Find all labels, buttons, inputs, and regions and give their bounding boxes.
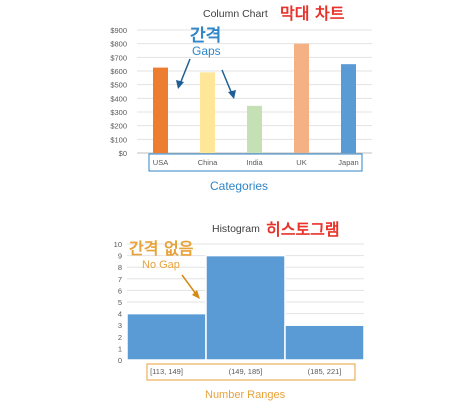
x-tick-label: Japan: [338, 158, 358, 167]
y-tick-label: $700: [110, 53, 127, 62]
y-tick-label: 10: [114, 240, 122, 249]
x-tick-label: USA: [153, 158, 168, 167]
bar: [294, 43, 309, 153]
histogram-chart: Histogram 히스토그램 0 1 2 3 4 5 6 7 8 9 10 [113, 149] (…: [114, 220, 365, 401]
histogram-x-ticks: [113, 149] (149, 185] (185, 221]: [150, 367, 341, 376]
y-tick-label: 3: [118, 321, 122, 330]
gap-arrow-right: [221, 69, 233, 95]
y-tick-label: $200: [110, 122, 127, 131]
histogram-korean-title: 히스토그램: [266, 220, 340, 239]
gap-arrow-left: [179, 58, 191, 85]
histogram-y-ticks: 0 1 2 3 4 5 6 7 8 9 10: [114, 240, 122, 365]
column-chart-gridlines: [137, 29, 372, 154]
y-tick-label: 0: [118, 356, 122, 365]
x-tick-label: India: [246, 158, 263, 167]
no-gap-annotation: No Gap: [142, 259, 180, 271]
y-tick-label: 8: [118, 263, 122, 272]
y-tick-label: $600: [110, 67, 127, 76]
y-tick-label: 6: [118, 286, 122, 295]
no-gap-arrow: [181, 274, 197, 295]
histogram-title: Histogram: [212, 223, 260, 235]
y-tick-label: 9: [118, 252, 122, 261]
y-tick-label: $800: [110, 40, 127, 49]
histogram-bin: [126, 312, 207, 361]
x-tick-label: (149, 185]: [229, 367, 263, 376]
x-tick-label: [113, 149]: [150, 367, 183, 376]
histogram-bin: [284, 324, 365, 361]
histogram-bin: [205, 254, 286, 361]
x-tick-label: China: [198, 158, 218, 167]
y-tick-label: $400: [110, 94, 127, 103]
y-tick-label: $100: [110, 135, 127, 144]
gaps-korean-annotation: 간격: [190, 26, 221, 46]
y-tick-label: $300: [110, 108, 127, 117]
y-tick-label: $900: [110, 26, 127, 35]
y-tick-label: $0: [119, 149, 127, 158]
categories-highlight-box: [148, 153, 363, 172]
x-tick-label: (185, 221]: [308, 367, 342, 376]
y-tick-label: $500: [110, 81, 127, 90]
y-tick-label: 2: [118, 333, 122, 342]
y-tick-label: 5: [118, 298, 122, 307]
gaps-annotation: Gaps: [192, 44, 221, 58]
column-chart-title: Column Chart: [203, 8, 268, 20]
bar: [341, 64, 356, 153]
y-tick-label: 4: [118, 310, 122, 319]
categories-label: Categories: [210, 179, 268, 193]
x-tick-label: UK: [296, 158, 306, 167]
column-chart-korean-title: 막대 차트: [280, 4, 345, 23]
number-ranges-highlight-box: [146, 363, 356, 381]
bar: [153, 67, 168, 153]
column-chart-x-ticks: USA China India UK Japan: [153, 158, 359, 167]
y-tick-label: 7: [118, 275, 122, 284]
no-gap-arrow-head: [192, 290, 200, 299]
bar: [200, 72, 215, 153]
column-chart: Column Chart 막대 차트 $0 $100 $200 $300 $400 $50…: [110, 4, 372, 193]
histogram-bars: [126, 254, 365, 361]
no-gap-korean-annotation: 간격 없음: [129, 239, 194, 258]
gap-arrow-right-head: [228, 90, 236, 99]
y-tick-label: 1: [118, 344, 122, 353]
gap-arrow-left-head: [176, 80, 184, 89]
column-chart-y-ticks: $0 $100 $200 $300 $400 $500 $600 $700 $800 $900: [110, 26, 127, 158]
column-chart-bars: [153, 43, 356, 153]
number-ranges-label: Number Ranges: [205, 389, 286, 401]
bar: [247, 105, 262, 153]
